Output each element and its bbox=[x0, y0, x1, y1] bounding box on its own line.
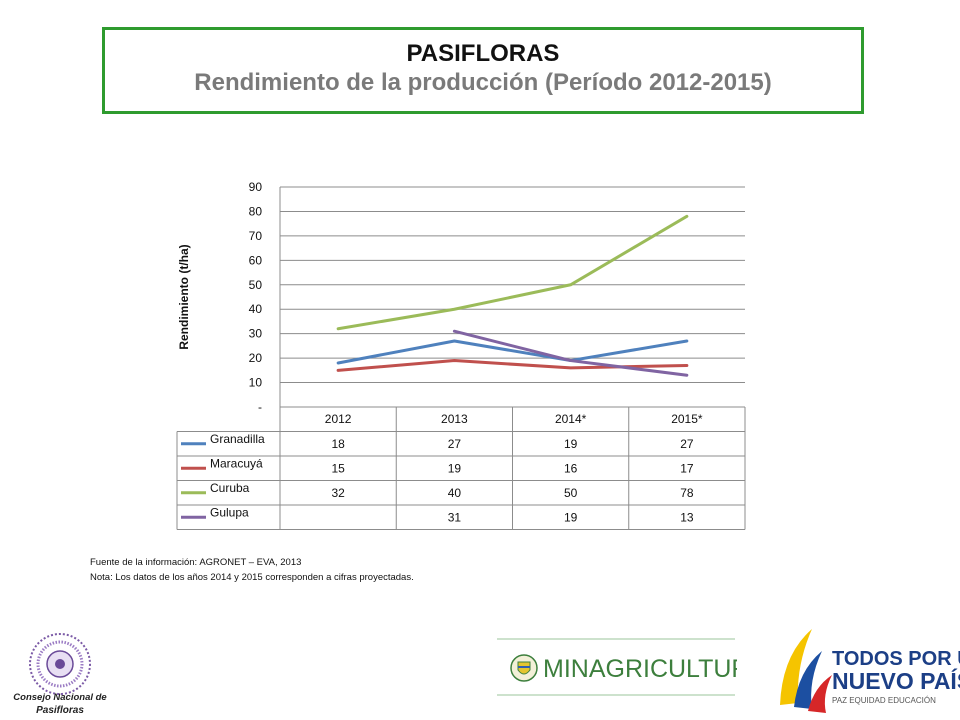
cnp-line2: Pasifloras bbox=[36, 705, 84, 716]
cnp-line1: Consejo Nacional de bbox=[13, 692, 107, 703]
y-tick-label: 30 bbox=[249, 327, 263, 341]
table-value: 19 bbox=[448, 461, 462, 475]
series-line bbox=[452, 329, 689, 377]
legend-label: Gulupa bbox=[210, 505, 249, 519]
legend-label: Granadilla bbox=[210, 432, 265, 446]
y-tick-label: 60 bbox=[249, 253, 263, 267]
todos-por-un-nuevo-pais-logo: TODOS POR UN NUEVO PAÍS PAZ EQUIDAD EDUC… bbox=[780, 629, 960, 713]
legend-label: Curuba bbox=[210, 481, 250, 495]
page-subtitle: Rendimiento de la producción (Período 20… bbox=[194, 69, 772, 96]
table-value: 78 bbox=[680, 486, 694, 500]
page-title: PASIFLORAS bbox=[406, 40, 560, 67]
table-value: 32 bbox=[331, 486, 345, 500]
series-line bbox=[336, 214, 689, 331]
y-tick-label: 80 bbox=[249, 204, 263, 218]
y-tick-label: 20 bbox=[249, 351, 263, 365]
tpnp-line3: PAZ EQUIDAD EDUCACIÓN bbox=[832, 696, 936, 705]
minagricultura-text: MINAGRICULTURA bbox=[543, 655, 737, 683]
x-tick-label: 2014* bbox=[555, 412, 587, 426]
legend-label: Maracuyá bbox=[210, 456, 263, 470]
table-value: 16 bbox=[564, 461, 578, 475]
consejo-pasifloras-logo: Consejo Nacional de Pasifloras bbox=[13, 633, 107, 716]
footnotes: Fuente de la información: AGRONET – EVA,… bbox=[90, 555, 414, 585]
y-tick-label: 50 bbox=[249, 278, 263, 292]
table-value: 27 bbox=[448, 437, 462, 451]
y-tick-label: 10 bbox=[249, 376, 263, 390]
table-value: 50 bbox=[564, 486, 578, 500]
y-tick-label: - bbox=[258, 400, 262, 414]
tpnp-line1: TODOS POR UN bbox=[832, 648, 960, 670]
x-tick-label: 2015* bbox=[671, 412, 703, 426]
table-value: 13 bbox=[680, 510, 694, 524]
x-tick-label: 2013 bbox=[441, 412, 468, 426]
passion-flower-icon bbox=[29, 633, 91, 695]
series-line bbox=[336, 339, 689, 365]
tpnp-line2: NUEVO PAÍS bbox=[832, 667, 960, 694]
x-tick-label: 2012 bbox=[325, 412, 352, 426]
projection-note: Nota: Los datos de los años 2014 y 2015 … bbox=[90, 572, 414, 583]
y-tick-label: 40 bbox=[249, 302, 263, 316]
table-value: 18 bbox=[331, 437, 345, 451]
source-note: Fuente de la información: AGRONET – EVA,… bbox=[90, 557, 302, 568]
table-value: 19 bbox=[564, 510, 578, 524]
title-box: PASIFLORAS Rendimiento de la producción … bbox=[102, 27, 864, 114]
table-value: 31 bbox=[448, 510, 462, 524]
y-axis-title: Rendimiento (t/ha) bbox=[177, 244, 191, 349]
table-value: 15 bbox=[331, 461, 345, 475]
table-value: 19 bbox=[564, 437, 578, 451]
coat-of-arms-icon bbox=[510, 654, 538, 682]
table-value: 17 bbox=[680, 461, 694, 475]
y-tick-label: 70 bbox=[249, 229, 263, 243]
table-value: 40 bbox=[448, 486, 462, 500]
table-value: 27 bbox=[680, 437, 694, 451]
minagricultura-logo: MINAGRICULTURA bbox=[497, 638, 737, 696]
flag-swoosh-icon bbox=[780, 629, 832, 713]
y-tick-label: 90 bbox=[249, 180, 263, 194]
